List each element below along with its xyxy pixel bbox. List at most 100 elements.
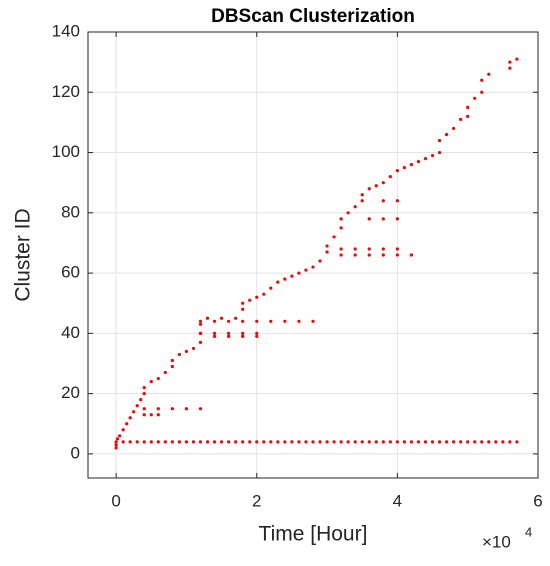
data-point [325, 440, 329, 444]
data-point [142, 413, 146, 417]
data-point [241, 440, 245, 444]
data-point [480, 78, 484, 82]
y-tick-label: 80 [61, 202, 80, 221]
data-point [437, 440, 442, 444]
plot-area [88, 32, 538, 478]
data-point [395, 247, 399, 251]
data-point [395, 253, 399, 257]
data-point [304, 268, 308, 272]
data-point [227, 331, 231, 335]
data-point [381, 199, 385, 203]
data-point [311, 265, 315, 269]
data-point [139, 398, 143, 402]
data-point [381, 253, 385, 257]
data-point [212, 440, 217, 444]
data-point [494, 440, 498, 444]
data-point [156, 376, 160, 381]
data-point [360, 440, 364, 444]
y-tick-label: 40 [61, 323, 80, 342]
data-point [473, 96, 477, 100]
data-point [184, 407, 189, 411]
data-point [114, 443, 118, 447]
data-point [255, 319, 259, 323]
data-point [118, 434, 122, 438]
x-multiplier-exponent: 4 [525, 524, 532, 539]
data-point [339, 440, 343, 444]
data-point [234, 440, 238, 444]
data-point [115, 437, 120, 441]
data-point [128, 416, 132, 420]
data-point [241, 334, 245, 338]
data-point [374, 184, 378, 188]
y-tick-label: 60 [61, 263, 80, 282]
data-point [388, 175, 392, 179]
data-point [402, 166, 407, 170]
data-point [205, 316, 210, 320]
data-point [339, 253, 343, 257]
data-point [409, 440, 414, 444]
data-point [283, 277, 287, 281]
data-point [501, 440, 505, 444]
data-point [205, 440, 210, 444]
data-point [198, 340, 203, 344]
x-tick-label: 6 [533, 491, 542, 510]
data-point [346, 440, 350, 444]
data-point [142, 407, 146, 411]
data-point [241, 319, 245, 323]
data-point [466, 440, 470, 444]
data-point [325, 244, 329, 248]
data-point [367, 217, 371, 221]
data-point [459, 117, 463, 121]
data-point [444, 132, 449, 137]
data-point [487, 72, 491, 76]
y-tick-label: 120 [52, 82, 80, 101]
data-point [283, 440, 287, 444]
data-point [402, 440, 407, 444]
data-point [430, 440, 435, 444]
data-point [241, 331, 245, 335]
data-point [212, 319, 217, 323]
data-point [487, 440, 491, 444]
y-tick-label: 100 [52, 142, 80, 161]
data-point [318, 259, 322, 263]
data-point [149, 440, 153, 444]
data-point [353, 440, 357, 444]
data-point [508, 66, 512, 70]
data-point [198, 322, 203, 326]
data-point [325, 250, 329, 254]
x-axis-label: Time [Hour] [259, 523, 368, 546]
data-point [452, 126, 456, 131]
data-point [367, 247, 371, 251]
data-point [339, 226, 343, 230]
data-point [163, 440, 167, 444]
data-point [191, 440, 196, 444]
data-point [437, 138, 442, 143]
data-point [227, 334, 231, 338]
data-point [346, 211, 350, 215]
data-point [374, 440, 378, 444]
data-point [177, 352, 182, 357]
data-point [142, 392, 146, 396]
data-point [466, 114, 470, 118]
data-point [121, 440, 125, 444]
data-point [191, 346, 196, 351]
data-point [466, 105, 470, 109]
x-tick-label: 2 [252, 491, 261, 510]
data-point [332, 440, 336, 444]
data-point [170, 358, 174, 363]
data-point [290, 440, 294, 444]
data-point [219, 316, 224, 320]
data-point [480, 90, 484, 94]
data-point [262, 440, 266, 444]
data-point [297, 271, 301, 275]
data-point [360, 199, 364, 203]
data-point [416, 440, 421, 444]
data-point [156, 407, 160, 411]
data-point [184, 349, 189, 354]
data-point [276, 440, 280, 444]
data-point [283, 319, 287, 323]
data-point [149, 379, 153, 384]
data-point [269, 319, 273, 323]
data-point [248, 298, 252, 302]
